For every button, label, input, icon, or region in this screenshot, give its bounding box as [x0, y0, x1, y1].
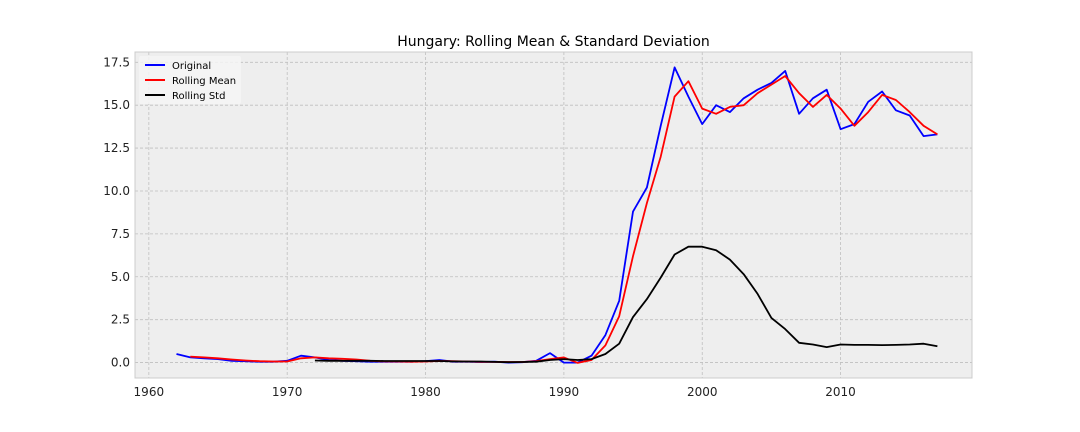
legend-box	[139, 56, 241, 104]
rolling-std-line	[314, 245, 938, 364]
y-tick-label: 0.0	[111, 356, 130, 370]
y-tick-label: 5.0	[111, 270, 130, 284]
x-tick-label: 1990	[549, 385, 580, 399]
y-tick-label: 17.5	[103, 55, 130, 69]
y-tick-label: 15.0	[103, 98, 130, 112]
legend-label-rolling-mean: Rolling Mean	[172, 76, 236, 87]
axis-ticks: 1960 1970 1980 1990 2000 2010 0.0 2.5 5.0 7.5 10.0…	[103, 55, 856, 399]
legend-label-original: Original	[172, 61, 211, 72]
y-tick-label: 2.5	[111, 313, 130, 327]
legend-label-rolling-std: Rolling Std	[172, 91, 225, 102]
y-tick-label: 10.0	[103, 184, 130, 198]
plot-border	[134, 51, 973, 379]
series-lines	[176, 66, 938, 364]
x-tick-label: 2000	[687, 385, 718, 399]
y-tick-label: 12.5	[103, 141, 130, 155]
plot-area	[135, 52, 972, 378]
rolling-mean-line	[190, 75, 938, 364]
x-tick-label: 1980	[410, 385, 441, 399]
y-tick-label: 7.5	[111, 227, 130, 241]
x-tick-label: 2010	[825, 385, 856, 399]
x-tick-label: 1960	[134, 385, 165, 399]
legend: Original Rolling Mean Rolling Std	[139, 56, 241, 104]
chart-title: Hungary: Rolling Mean & Standard Deviati…	[397, 34, 710, 50]
x-tick-label: 1970	[272, 385, 303, 399]
